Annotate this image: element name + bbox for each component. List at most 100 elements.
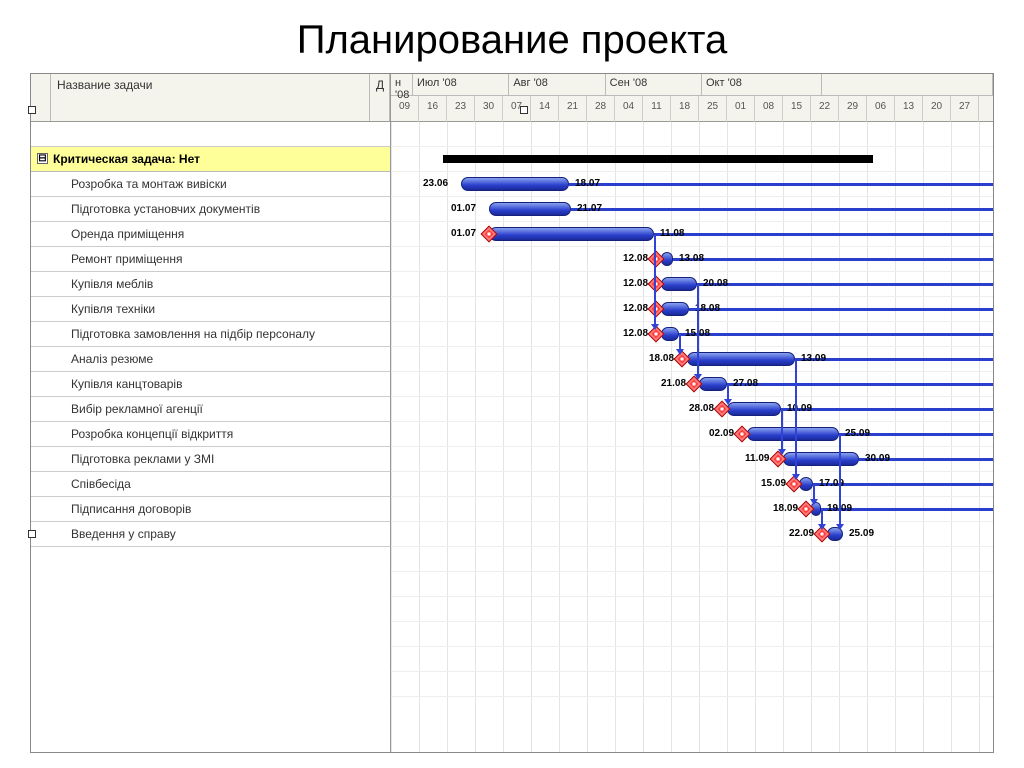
- bar-start-label: 18.08: [649, 353, 674, 364]
- bar-start-label: 01.07: [451, 228, 476, 239]
- bar-start-label: 01.07: [451, 203, 476, 214]
- week-header: 11: [643, 96, 671, 122]
- progress-trail: [571, 208, 993, 211]
- bar-start-label: 12.08: [623, 253, 648, 264]
- bar-start-label: 12.08: [623, 303, 648, 314]
- week-header: 06: [867, 96, 895, 122]
- progress-trail: [781, 408, 993, 411]
- gantt-bar[interactable]: [489, 227, 654, 241]
- task-list-pane: Название задачи Д ⊟ Критическая задача: …: [31, 74, 391, 752]
- dependency-arrow-icon: [818, 524, 826, 530]
- task-row[interactable]: Ремонт приміщення: [31, 247, 390, 272]
- bar-start-label: 28.08: [689, 403, 714, 414]
- month-header: [822, 74, 993, 95]
- week-header: 16: [419, 96, 447, 122]
- week-header: 08: [755, 96, 783, 122]
- gantt-bar[interactable]: [727, 402, 781, 416]
- bar-start-label: 12.08: [623, 328, 648, 339]
- bar-end-label: 30.09: [865, 453, 890, 464]
- gantt-bar[interactable]: [699, 377, 727, 391]
- bar-start-label: 02.09: [709, 428, 734, 439]
- gantt-bar[interactable]: [661, 277, 697, 291]
- week-header: 22: [811, 96, 839, 122]
- progress-trail: [689, 308, 993, 311]
- bar-end-label: 25.09: [849, 528, 874, 539]
- dependency-arrow-icon: [778, 449, 786, 455]
- bar-end-label: 18.07: [575, 178, 600, 189]
- task-row[interactable]: Підготовка замовлення на підбір персонал…: [31, 322, 390, 347]
- task-row[interactable]: Співбесіда: [31, 472, 390, 497]
- task-row[interactable]: Купівля меблів: [31, 272, 390, 297]
- bar-start-label: 18.09: [773, 503, 798, 514]
- progress-trail: [697, 283, 993, 286]
- resize-handle[interactable]: [28, 530, 36, 538]
- gantt-bar[interactable]: [747, 427, 839, 441]
- resize-handle[interactable]: [520, 106, 528, 114]
- week-header: 14: [531, 96, 559, 122]
- task-grid: ⊟ Критическая задача: Нет Розробка та мо…: [31, 122, 390, 752]
- progress-trail: [569, 183, 993, 186]
- group-label: Критическая задача: Нет: [53, 152, 200, 166]
- week-header: 01: [727, 96, 755, 122]
- bar-end-label: 21.07: [577, 203, 602, 214]
- week-header: 18: [671, 96, 699, 122]
- bar-start-label: 12.08: [623, 278, 648, 289]
- col-task-name[interactable]: Название задачи: [51, 74, 370, 121]
- bar-end-label: 13.08: [679, 253, 704, 264]
- month-header: Июл '08: [413, 74, 509, 95]
- task-row[interactable]: Введення у справу: [31, 522, 390, 547]
- col-d[interactable]: Д: [370, 74, 390, 121]
- bar-end-label: 11.08: [660, 228, 684, 239]
- summary-bar[interactable]: [443, 155, 873, 163]
- task-row[interactable]: Підготовка установчих документів: [31, 197, 390, 222]
- dependency-link: [781, 409, 783, 451]
- resize-handle[interactable]: [28, 106, 36, 114]
- dependency-link: [795, 359, 797, 476]
- dependency-arrow-icon: [694, 374, 702, 380]
- task-row[interactable]: Розробка концепції відкриття: [31, 422, 390, 447]
- gantt-bar[interactable]: [461, 177, 569, 191]
- progress-trail: [673, 258, 993, 261]
- bar-start-label: 15.09: [761, 478, 786, 489]
- task-row[interactable]: Розробка та монтаж вивіски: [31, 172, 390, 197]
- week-header: 23: [447, 96, 475, 122]
- task-row[interactable]: Вибір рекламної агенції: [31, 397, 390, 422]
- bar-start-label: 22.09: [789, 528, 814, 539]
- dependency-arrow-icon: [724, 399, 732, 405]
- bar-end-label: 13.09: [801, 353, 826, 364]
- timeline-header: н '08Июл '08Авг '08Сен '08Окт '08 091623…: [391, 74, 993, 122]
- task-row[interactable]: Купівля канцтоварів: [31, 372, 390, 397]
- gantt-bar[interactable]: [489, 202, 571, 216]
- bar-end-label: 27.08: [733, 378, 758, 389]
- task-row[interactable]: Купівля техніки: [31, 297, 390, 322]
- week-header: 04: [615, 96, 643, 122]
- bar-start-label: 23.06: [423, 178, 448, 189]
- task-row[interactable]: Аналіз резюме: [31, 347, 390, 372]
- week-header: 30: [475, 96, 503, 122]
- collapse-icon[interactable]: ⊟: [37, 153, 48, 164]
- task-row[interactable]: Підготовка реклами у ЗМІ: [31, 447, 390, 472]
- task-row[interactable]: Оренда приміщення: [31, 222, 390, 247]
- progress-trail: [679, 333, 993, 336]
- dependency-link: [697, 284, 699, 376]
- gantt-chart[interactable]: 23.06 18.07 01.07 21.07 01.07 11.08 12.08 13.08…: [391, 122, 993, 752]
- progress-trail: [654, 233, 993, 236]
- week-header: 20: [923, 96, 951, 122]
- gantt-bar[interactable]: [661, 302, 689, 316]
- slide-title: Планирование проекта: [0, 0, 1024, 73]
- month-header: Авг '08: [509, 74, 605, 95]
- bar-end-label: 20.08: [703, 278, 728, 289]
- gantt-bar[interactable]: [687, 352, 795, 366]
- month-header: н '08: [391, 74, 413, 95]
- bar-start-label: 11.09: [745, 453, 769, 464]
- task-row[interactable]: Підписання договорів: [31, 497, 390, 522]
- bar-start-label: 21.08: [661, 378, 686, 389]
- week-header: 27: [951, 96, 979, 122]
- group-row[interactable]: ⊟ Критическая задача: Нет: [31, 147, 390, 172]
- month-header: Сен '08: [606, 74, 702, 95]
- dependency-arrow-icon: [810, 499, 818, 505]
- week-header: 25: [699, 96, 727, 122]
- week-header: 29: [839, 96, 867, 122]
- gantt-pane: н '08Июл '08Авг '08Сен '08Окт '08 091623…: [391, 74, 993, 752]
- week-header: 21: [559, 96, 587, 122]
